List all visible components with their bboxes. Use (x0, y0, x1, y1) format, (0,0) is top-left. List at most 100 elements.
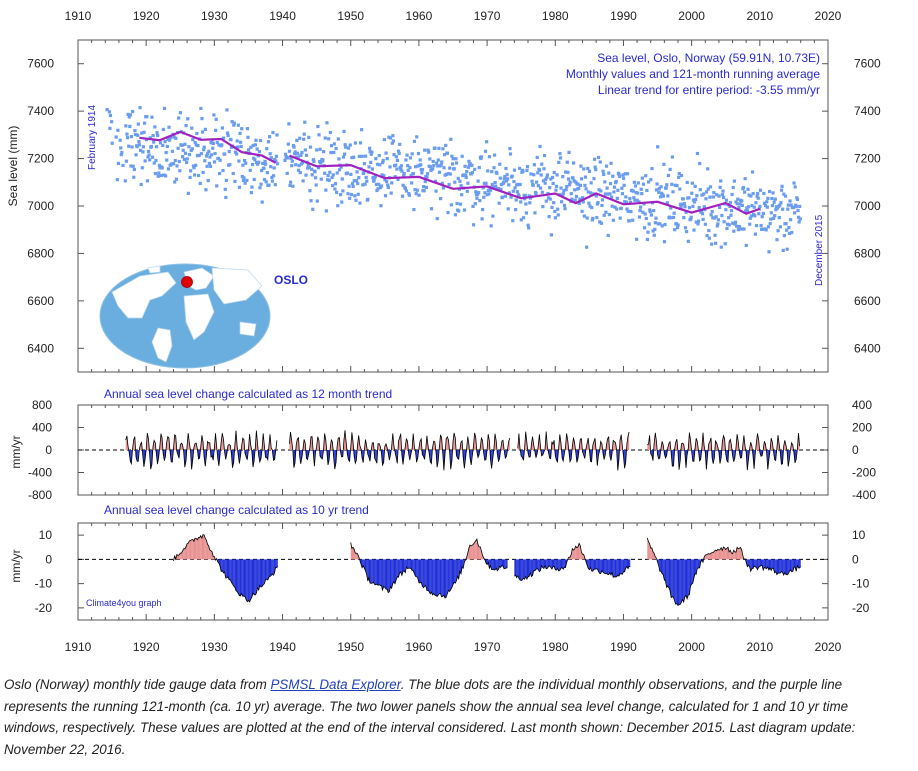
area-fill (204, 534, 206, 560)
data-point (656, 222, 660, 226)
area-fill (422, 559, 424, 588)
data-point (108, 126, 112, 130)
area-fill (692, 559, 694, 584)
area-fill (473, 542, 475, 560)
data-point (185, 160, 189, 165)
data-point (558, 156, 563, 160)
area-fill (559, 559, 561, 571)
data-point (354, 198, 358, 202)
data-point (577, 186, 581, 191)
area-fill (182, 548, 184, 560)
data-point (315, 199, 319, 203)
data-point (271, 130, 275, 135)
data-point (197, 153, 201, 158)
data-point (478, 198, 482, 203)
y-tick-label-left: -400 (28, 466, 52, 480)
data-point (692, 200, 697, 204)
area-fill (267, 559, 269, 580)
data-point (673, 183, 677, 187)
data-point (140, 131, 144, 135)
area-fill (658, 450, 660, 459)
area-fill (380, 559, 382, 586)
area-fill (682, 559, 684, 603)
area-fill (241, 559, 243, 597)
area-fill (555, 559, 557, 571)
area-fill (187, 543, 189, 560)
data-point (781, 248, 785, 253)
data-point (415, 135, 419, 139)
data-point (441, 186, 446, 190)
data-point (269, 165, 273, 169)
data-point (724, 198, 729, 202)
data-point (292, 145, 296, 149)
data-point (623, 172, 627, 176)
data-point (373, 174, 377, 179)
data-point (574, 180, 578, 184)
data-point (612, 185, 617, 189)
data-point (735, 202, 739, 206)
data-point (587, 201, 591, 205)
data-point (639, 205, 643, 209)
data-point (732, 229, 736, 233)
area-fill (697, 559, 699, 569)
area-fill (430, 450, 432, 464)
area-fill (387, 559, 389, 593)
area-fill (223, 559, 225, 573)
area-fill (670, 559, 672, 598)
data-point (543, 181, 547, 185)
data-point (585, 245, 589, 249)
area-fill (407, 559, 409, 569)
data-point (743, 177, 747, 181)
data-point (618, 216, 622, 220)
data-point (180, 143, 184, 147)
data-point (539, 186, 543, 190)
area-fill (438, 559, 440, 595)
data-point (390, 181, 394, 185)
data-point (787, 225, 791, 230)
data-point (133, 128, 137, 133)
psmsl-link[interactable]: PSMSL Data Explorer (270, 677, 401, 692)
data-point (323, 136, 327, 140)
area-fill (524, 559, 526, 580)
data-point (308, 189, 312, 193)
data-point (644, 174, 648, 178)
data-point (584, 187, 588, 191)
data-point (460, 154, 464, 158)
data-point (458, 179, 462, 183)
data-point (314, 183, 318, 187)
area-fill (725, 548, 727, 560)
data-point (509, 195, 513, 199)
area-fill (478, 450, 480, 458)
area-fill (530, 559, 532, 577)
data-point (150, 115, 154, 119)
data-point (114, 135, 118, 139)
area-fill (673, 559, 675, 601)
data-point (348, 196, 352, 200)
area-fill (458, 559, 460, 579)
area-fill (533, 559, 535, 571)
area-fill (687, 559, 689, 599)
data-point (666, 194, 670, 198)
data-point (548, 197, 552, 201)
data-point (470, 163, 474, 167)
data-point (401, 183, 405, 187)
data-point (533, 211, 537, 215)
data-point (149, 145, 154, 149)
data-point (662, 240, 667, 244)
data-point (258, 138, 263, 143)
x-tick-label-bottom: 1950 (337, 640, 364, 654)
data-point (332, 142, 336, 146)
data-point (506, 207, 510, 211)
data-point (511, 219, 515, 223)
area-fill (793, 559, 796, 568)
area-fill (355, 553, 357, 560)
area-fill (715, 550, 717, 560)
area-fill (263, 559, 265, 585)
area-fill (698, 559, 700, 569)
data-point (110, 141, 114, 145)
area-fill (264, 559, 266, 584)
area-fill (588, 559, 590, 570)
data-point (544, 177, 548, 181)
data-point (526, 223, 530, 227)
data-point (518, 182, 522, 187)
